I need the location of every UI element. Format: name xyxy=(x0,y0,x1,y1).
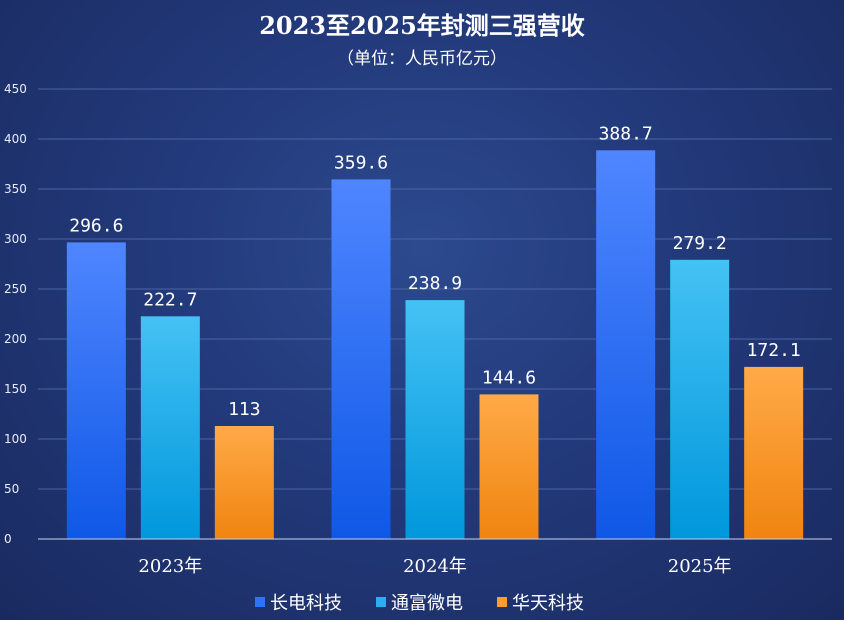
data-label: 388.7 xyxy=(599,123,653,144)
data-label: 238.9 xyxy=(408,273,462,294)
data-label: 222.7 xyxy=(143,289,197,310)
y-tick-label: 350 xyxy=(4,182,27,196)
bar xyxy=(405,300,465,539)
bar xyxy=(140,316,200,539)
legend-swatch xyxy=(497,597,507,607)
x-axis: 2023年 2024年 2025年 xyxy=(138,556,731,577)
data-label: 296.6 xyxy=(69,215,123,236)
legend: 长电科技 通富微电 华天科技 xyxy=(255,593,584,614)
bar xyxy=(479,394,539,539)
bar xyxy=(744,366,804,539)
y-tick-label: 250 xyxy=(4,282,27,296)
legend-swatch xyxy=(376,597,386,607)
bar xyxy=(66,242,126,539)
y-tick-label: 400 xyxy=(4,132,27,146)
y-tick-label: 50 xyxy=(4,482,19,496)
y-tick-label: 300 xyxy=(4,232,27,246)
chart-subtitle: （单位：人民币亿元） xyxy=(337,49,507,69)
y-tick-label: 450 xyxy=(4,82,27,96)
y-tick-label: 200 xyxy=(4,332,27,346)
y-tick-label: 0 xyxy=(4,532,12,546)
x-category-label: 2025年 xyxy=(668,556,732,577)
data-label: 279.2 xyxy=(673,233,727,254)
y-tick-label: 100 xyxy=(4,432,27,446)
legend-label: 华天科技 xyxy=(512,593,584,614)
bars xyxy=(66,150,804,540)
data-label: 113 xyxy=(228,399,261,420)
y-axis: 0 50 100 150 200 250 300 350 400 450 xyxy=(4,82,27,546)
y-tick-label: 150 xyxy=(4,382,27,396)
legend-label: 通富微电 xyxy=(391,593,463,614)
data-label: 172.1 xyxy=(747,340,801,361)
chart-title: 2023至2025年封测三强营收 xyxy=(259,11,585,40)
bar xyxy=(670,259,730,539)
bar xyxy=(214,426,274,539)
data-labels: 296.6 222.7 113 359.6 238.9 144.6 388.7 279.2 17… xyxy=(69,123,801,420)
bar xyxy=(596,150,656,540)
x-category-label: 2024年 xyxy=(403,556,467,577)
x-category-label: 2023年 xyxy=(138,556,202,577)
bar xyxy=(331,179,391,539)
legend-label: 长电科技 xyxy=(270,593,342,614)
legend-swatch xyxy=(255,597,265,607)
data-label: 359.6 xyxy=(334,152,388,173)
data-label: 144.6 xyxy=(482,367,536,388)
